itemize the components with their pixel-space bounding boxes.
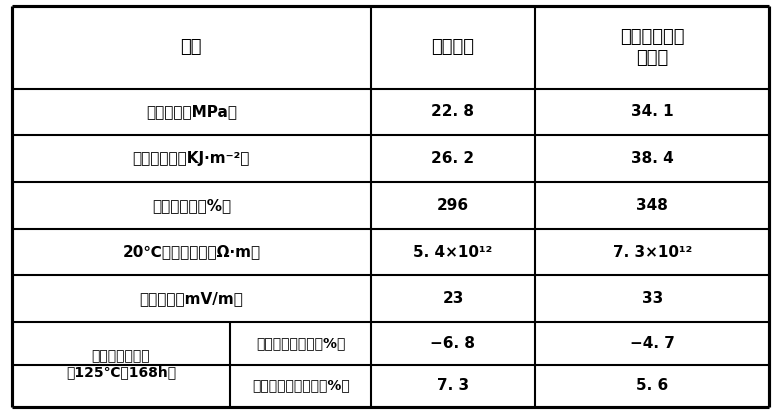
Text: 23: 23 (442, 291, 464, 306)
Text: 热空气老化试验
（125℃，168h）: 热空气老化试验 （125℃，168h） (66, 349, 177, 380)
Text: 5. 6: 5. 6 (636, 378, 669, 393)
Text: 介电强度（mV/m）: 介电强度（mV/m） (139, 291, 244, 306)
Text: −4. 7: −4. 7 (629, 336, 675, 351)
Text: 33: 33 (641, 291, 663, 306)
Text: 20℃体积电阵率（Ω·m）: 20℃体积电阵率（Ω·m） (123, 244, 260, 260)
Text: 抗冲击强度（KJ·m⁻²）: 抗冲击强度（KJ·m⁻²） (133, 151, 250, 166)
Text: −6. 8: −6. 8 (430, 336, 476, 351)
Text: 7. 3×10¹²: 7. 3×10¹² (612, 244, 692, 260)
Text: 断裂伸长率变化率（%）: 断裂伸长率变化率（%） (251, 379, 350, 393)
Text: 296: 296 (437, 198, 469, 213)
Text: 5. 4×10¹²: 5. 4×10¹² (413, 244, 493, 260)
Text: 普通蜗石: 普通蜗石 (431, 38, 475, 56)
Text: 7. 3: 7. 3 (437, 378, 469, 393)
Text: 拉伸强度变化率（%）: 拉伸强度变化率（%） (256, 336, 345, 350)
Text: 26. 2: 26. 2 (431, 151, 475, 166)
Text: 拉伸强度（MPa）: 拉伸强度（MPa） (146, 104, 237, 119)
Text: 34. 1: 34. 1 (631, 104, 673, 119)
Text: 项目: 项目 (180, 38, 202, 56)
Text: 断裂伸长率（%）: 断裂伸长率（%） (152, 198, 231, 213)
Text: 本发明改性后
的蜗石: 本发明改性后 的蜗石 (620, 28, 684, 67)
Text: 22. 8: 22. 8 (431, 104, 475, 119)
Text: 38. 4: 38. 4 (631, 151, 673, 166)
Text: 348: 348 (637, 198, 668, 213)
